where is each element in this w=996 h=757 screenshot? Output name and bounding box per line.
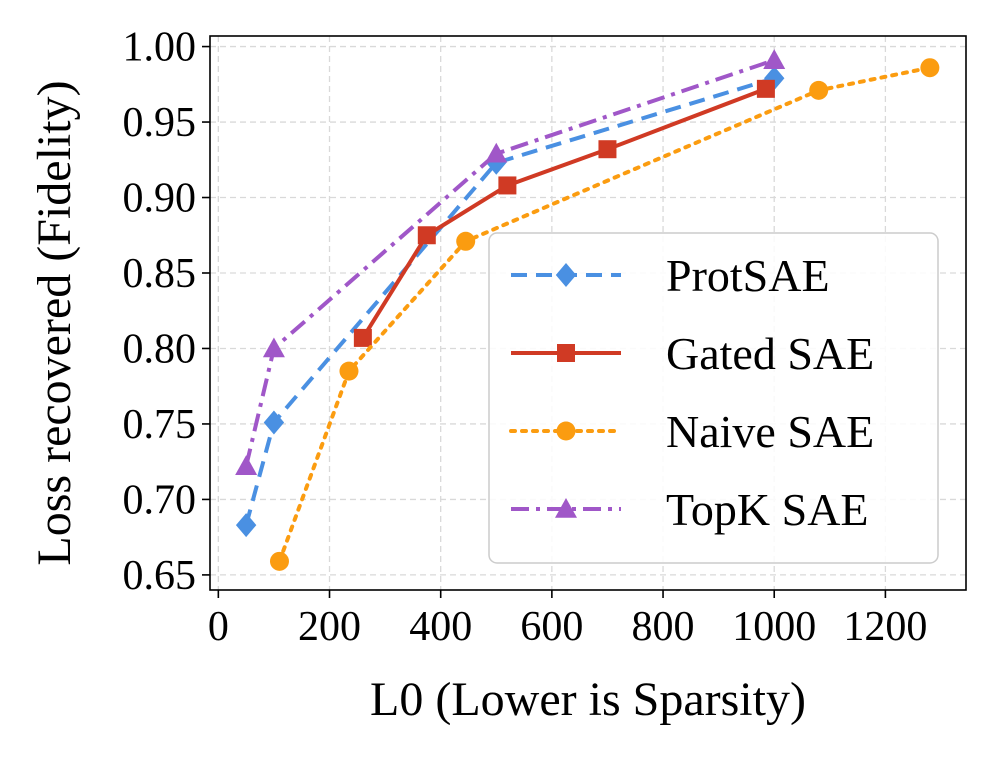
series-protsae [235, 66, 785, 538]
x-tick-label: 0 [208, 604, 229, 650]
data-point [763, 49, 786, 69]
data-point [262, 337, 285, 358]
data-point [485, 142, 508, 163]
legend-marker [557, 344, 575, 362]
data-point [235, 513, 257, 538]
data-point [263, 410, 285, 435]
x-tick-label: 400 [409, 604, 472, 650]
y-tick-label: 1.00 [123, 25, 197, 71]
legend-frame [488, 232, 939, 564]
data-point [339, 361, 359, 381]
legend-marker [555, 498, 577, 518]
data-point [920, 58, 940, 78]
y-tick-label: 0.80 [123, 326, 197, 372]
legend-entry: Gated SAE [511, 328, 874, 379]
legend: ProtSAE Gated SAE Naive SAE TopK SAE [488, 232, 939, 564]
data-point [498, 176, 517, 195]
plot-frame [209, 35, 967, 591]
data-point [417, 226, 436, 245]
legend-entry: ProtSAE [511, 250, 830, 301]
ticks: 0 200 400 600 800 1000 1200 0.65 0.70 0.75 0.80 0.8… [123, 25, 928, 650]
legend-label: Gated SAE [666, 328, 874, 379]
y-tick-label: 0.75 [123, 402, 197, 448]
y-axis-label: Loss recovered (Fidelity) [28, 80, 81, 565]
x-tick-label: 200 [298, 604, 361, 650]
legend-label: ProtSAE [666, 250, 830, 301]
x-tick-label: 1200 [843, 604, 927, 650]
x-tick-label: 600 [520, 604, 583, 650]
legend-label: TopK SAE [666, 484, 869, 535]
y-tick-label: 0.65 [123, 553, 197, 599]
x-tick-label: 800 [632, 604, 695, 650]
series-line [244, 76, 775, 526]
x-tick-label: 1000 [732, 604, 816, 650]
series-naive-sae [269, 58, 940, 571]
legend-label: Naive SAE [666, 406, 874, 457]
data-point [456, 231, 476, 251]
data-point [756, 79, 775, 98]
y-tick-label: 0.95 [123, 100, 197, 146]
legend-entry: Naive SAE [509, 406, 874, 457]
legend-marker [555, 263, 577, 287]
series-line [244, 58, 775, 467]
series-topk-sae [235, 49, 786, 476]
data-point [598, 140, 617, 159]
legend-marker [556, 421, 576, 441]
data-point [269, 551, 289, 571]
legend-entry: TopK SAE [511, 484, 869, 535]
y-tick-label: 0.90 [123, 176, 197, 222]
series-gated-sae [353, 79, 775, 347]
y-tick-label: 0.85 [123, 251, 197, 297]
x-axis-label: L0 (Lower is Sparsity) [370, 673, 806, 726]
y-tick-label: 0.70 [123, 477, 197, 523]
series-layer [235, 49, 940, 571]
data-point [353, 328, 372, 347]
data-point [235, 455, 258, 476]
data-point [809, 80, 829, 100]
